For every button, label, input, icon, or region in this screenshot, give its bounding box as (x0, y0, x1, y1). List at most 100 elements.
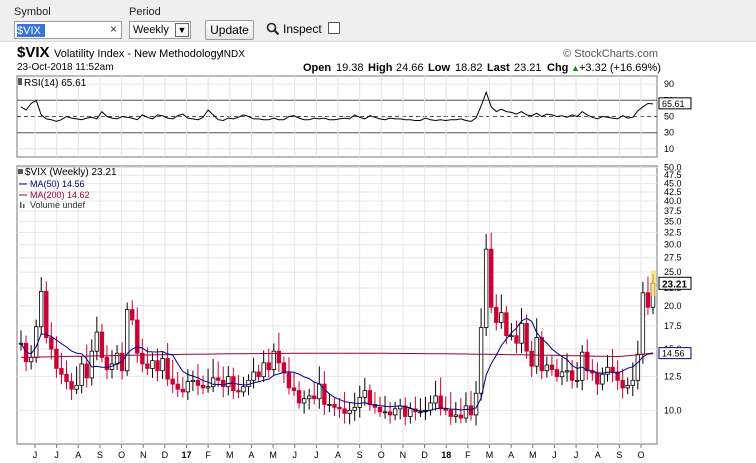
legend-volume: Volume undef (30, 200, 86, 210)
rsi-menu-icon[interactable] (18, 78, 22, 85)
candle-body (306, 395, 312, 400)
price-tick-label: 27.5 (664, 253, 682, 263)
last-price-box (658, 276, 692, 290)
candle-body (605, 366, 610, 375)
legend-ma200: MA(200) 14.62 (30, 190, 90, 200)
candle-body (130, 309, 135, 321)
candle-body (39, 290, 44, 328)
candle-body (549, 364, 555, 370)
candle-body (519, 322, 524, 344)
candle-body (357, 396, 362, 408)
candle-body (574, 379, 580, 382)
candle-body (387, 411, 393, 416)
candle-body (640, 292, 646, 355)
symbol-field[interactable]: × (14, 21, 122, 39)
x-tick-label: M (529, 450, 537, 460)
legend-ma50: MA(50) 14.56 (30, 179, 85, 189)
chg-label: Chg (547, 62, 568, 74)
candle-body (28, 357, 34, 363)
x-tick-label: S (357, 450, 363, 460)
candle-body (59, 368, 64, 375)
candle-body (468, 405, 474, 416)
candle-body (271, 350, 276, 370)
price-tick-label: 50.0 (664, 163, 682, 173)
candle-body (281, 362, 287, 374)
x-tick-label: M (486, 450, 494, 460)
inspect-label: Inspect (283, 22, 322, 36)
candle-body (473, 392, 479, 416)
candle-body (483, 248, 489, 329)
candle-body (595, 372, 600, 385)
candle-body (54, 348, 59, 369)
candles (18, 232, 656, 426)
inspect-checkbox[interactable] (328, 22, 340, 34)
candle-body (155, 360, 160, 372)
candle-body (504, 312, 509, 337)
candle-body (327, 404, 332, 406)
price-tick-label: 10.0 (664, 405, 682, 415)
candle-body (215, 377, 221, 381)
candle-body (428, 402, 433, 411)
candle-body (585, 351, 590, 372)
x-tick-label: A (75, 450, 81, 460)
candle-body (478, 327, 484, 394)
x-tick-label: M (269, 450, 277, 460)
candle-body (104, 357, 110, 370)
rsi-last-label: 65.61 (662, 99, 685, 109)
price-tick-label: 12.5 (664, 372, 682, 382)
candle-body (266, 362, 271, 370)
x-tick-label: O (118, 450, 125, 460)
rsi-tick-label: 50 (664, 112, 674, 122)
x-tick-label: A (595, 450, 601, 460)
volume-icon-2 (23, 204, 25, 208)
price-tick-label: 35.0 (664, 216, 682, 226)
toolbar: Symbol Period × Weekly ▼ Update Inspect (0, 0, 756, 42)
open-label: Open (303, 62, 331, 74)
x-tick-label: M (226, 450, 234, 460)
candle-body (458, 414, 464, 419)
update-button[interactable]: Update (205, 20, 254, 40)
price-tick-label: 30.0 (664, 240, 682, 250)
ma-last-box (658, 347, 692, 360)
last-label: Last (487, 62, 510, 74)
price-frame (16, 165, 658, 445)
ma-last-label: 14.56 (662, 349, 685, 359)
price-tick-label: 20.0 (664, 301, 682, 311)
candle-body (200, 384, 206, 389)
symbol-input[interactable] (17, 24, 107, 37)
candle-body (337, 406, 342, 410)
candle-body (443, 408, 448, 411)
candle-body (392, 408, 398, 416)
candle-body (140, 352, 145, 365)
candle-body (569, 370, 575, 381)
candle-body (276, 350, 282, 364)
candle-body (69, 381, 74, 390)
chart-menu-icon[interactable] (18, 169, 23, 174)
price-tick-label: 45.0 (664, 178, 682, 188)
candle-body (544, 364, 550, 372)
candle-body (645, 292, 651, 308)
candle-body (448, 409, 453, 417)
x-tick-label: J (574, 450, 579, 460)
x-tick-label: J (552, 450, 557, 460)
low-value: 18.82 (455, 62, 483, 74)
x-tick-label: A (508, 450, 514, 460)
chevron-down-icon[interactable]: ▼ (175, 23, 189, 37)
candle-body (241, 386, 246, 393)
clear-icon[interactable]: × (109, 22, 117, 36)
candle-body (226, 376, 231, 388)
candle-body (332, 404, 337, 408)
x-axis: J J A S O N D 17 F M A M J J A S O N D 18 F M A M J J A S O (33, 444, 645, 460)
candle-body (509, 335, 514, 338)
candle-body (514, 335, 519, 344)
period-select[interactable]: Weekly ▼ (129, 21, 191, 39)
last-price-label: 23.21 (662, 279, 687, 290)
candle-body (33, 326, 39, 358)
candle-body (453, 414, 459, 417)
candle-body (79, 363, 84, 386)
header-symbol: $VIX (17, 44, 50, 61)
x-tick-label: D (162, 450, 169, 460)
rsi-last-box (658, 97, 692, 110)
candle-body (377, 406, 383, 413)
magnifier-icon (266, 22, 280, 36)
